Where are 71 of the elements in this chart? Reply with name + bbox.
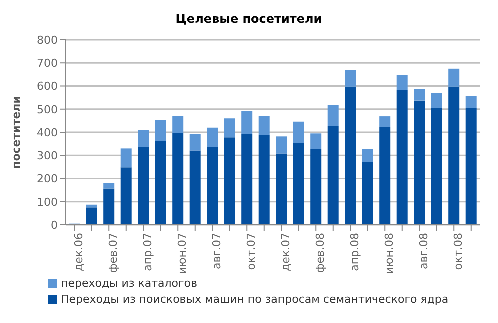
- y-tick-label: 200: [37, 172, 58, 186]
- bar: [380, 116, 391, 128]
- bar: [224, 118, 236, 138]
- x-tick-label: июн.07: [176, 233, 189, 274]
- y-tick-label: 0: [51, 218, 58, 232]
- bar: [155, 120, 166, 142]
- bar: [431, 93, 442, 108]
- bar: [448, 86, 460, 225]
- bar: [276, 136, 288, 154]
- bar: [190, 150, 201, 225]
- bar: [138, 147, 150, 225]
- bar: [380, 127, 391, 225]
- bar: [310, 149, 322, 225]
- y-tick-label: 800: [37, 34, 58, 47]
- bar: [414, 100, 426, 225]
- bar: [448, 68, 460, 87]
- legend-label: Переходы из поисковых машин по запросам семантического ядра: [61, 292, 449, 306]
- x-tick-label: апр.07: [141, 233, 154, 272]
- x-tick-label: июн.08: [382, 233, 396, 274]
- bar: [293, 122, 304, 144]
- y-tick-label: 100: [37, 196, 58, 209]
- bar: [172, 116, 184, 134]
- bar: [328, 126, 339, 225]
- x-tick-label: окт.08: [452, 233, 465, 270]
- bar: [86, 204, 98, 208]
- bar: [155, 141, 166, 225]
- bar: [242, 134, 253, 225]
- bar: [362, 149, 374, 162]
- bar: [224, 138, 236, 225]
- y-axis-title: посетители: [10, 96, 23, 169]
- bar: [258, 116, 270, 136]
- y-tick-label: 500: [37, 103, 58, 116]
- bar: [242, 110, 253, 134]
- bar: [466, 108, 477, 225]
- y-tick-label: 700: [37, 57, 58, 70]
- bar: [362, 162, 374, 225]
- bar: [120, 148, 132, 168]
- bar: [328, 104, 339, 126]
- bar: [120, 168, 132, 225]
- bar: [190, 134, 201, 151]
- bar: [104, 183, 115, 189]
- x-tick-label: авг.08: [417, 233, 430, 270]
- bar: [345, 70, 356, 87]
- bar: [310, 134, 322, 150]
- x-tick-label: авг.07: [210, 233, 224, 270]
- x-tick-label: фев.07: [106, 233, 120, 274]
- x-tick-label: апр.08: [348, 233, 362, 272]
- bar: [345, 86, 356, 225]
- bar: [276, 154, 288, 225]
- bar: [431, 108, 442, 225]
- chart-title: Целевые посетители: [174, 11, 324, 28]
- bar: [293, 143, 304, 225]
- x-tick-label: окт.07: [244, 233, 258, 270]
- bar: [172, 133, 184, 225]
- bar: [86, 208, 98, 225]
- bar: [207, 128, 218, 148]
- bar: [258, 136, 270, 225]
- x-tick-label: дек.07: [279, 233, 292, 272]
- bar: [207, 147, 218, 225]
- bar: [396, 90, 408, 225]
- legend-label: переходы из каталогов: [61, 276, 198, 290]
- bar: [414, 89, 426, 101]
- y-tick-label: 600: [37, 80, 58, 94]
- bar: [138, 130, 150, 148]
- y-tick-label: 300: [37, 150, 58, 163]
- bar: [104, 188, 115, 225]
- x-tick-label: дек.06: [72, 233, 86, 272]
- x-tick-label: фев.08: [314, 233, 327, 274]
- bar: [466, 96, 477, 108]
- y-tick-label: 400: [37, 126, 58, 140]
- bar: [396, 75, 408, 90]
